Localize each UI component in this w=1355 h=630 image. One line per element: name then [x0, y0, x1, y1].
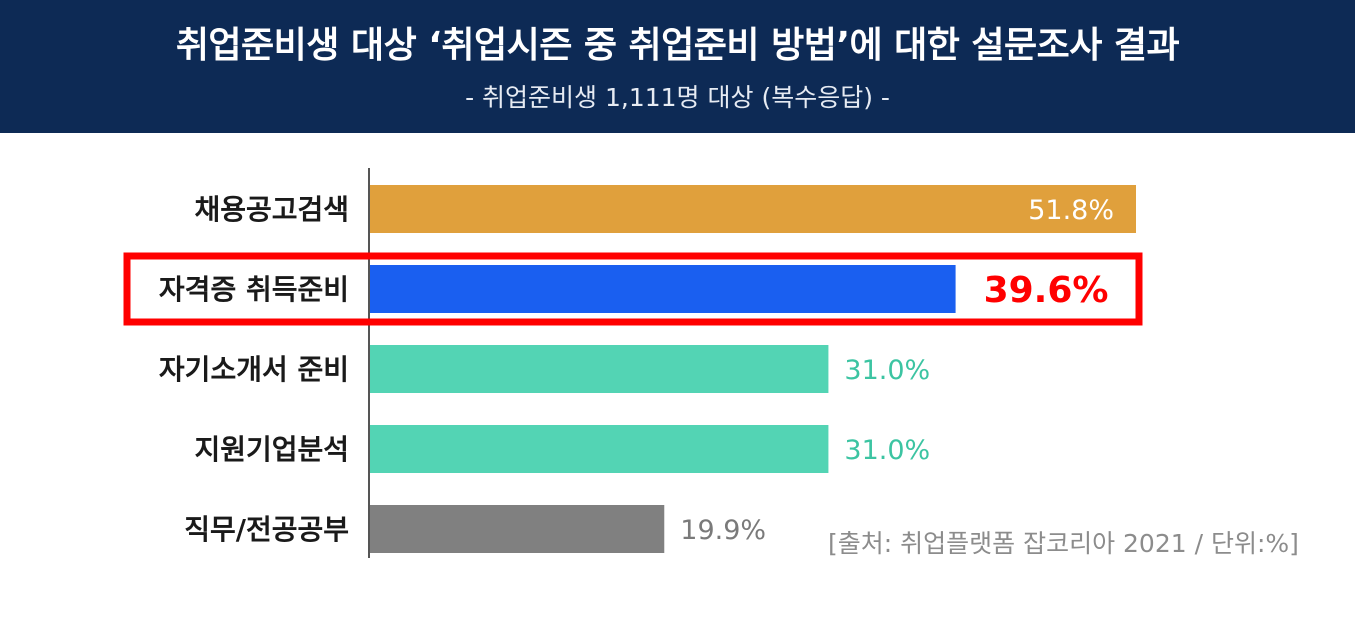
category-label: 자기소개서 준비 [159, 353, 349, 386]
category-label: 채용공고검색 [194, 193, 349, 226]
category-label: 지원기업분석 [194, 433, 349, 466]
highlight-box [123, 252, 1143, 326]
bar [370, 425, 829, 473]
chart-subtitle: - 취업준비생 1,111명 대상 (복수응답) - [465, 83, 890, 112]
category-label: 직무/전공공부 [184, 513, 349, 546]
value-label: 31.0% [844, 355, 930, 386]
bar [370, 345, 829, 393]
value-label: 39.6% [984, 270, 1109, 311]
bar [370, 505, 665, 553]
chart-title: 취업준비생 대상 ‘취업시즌 중 취업준비 방법’에 대한 설문조사 결과 [175, 25, 1180, 66]
value-label: 31.0% [844, 435, 930, 466]
value-label: 51.8% [1028, 195, 1114, 226]
bar [370, 185, 1136, 233]
value-label: 19.9% [680, 515, 766, 546]
category-label: 자격증 취득준비 [159, 273, 349, 306]
source-note: [출처: 취업플랫폼 잡코리아 2021 / 단위:%] [828, 529, 1299, 558]
bar [370, 265, 956, 313]
horizontal-bar-chart: 채용공고검색 51.8% 자격증 취득준비 39.6% 자기소개서 준비 31.0% 지원기… [123, 168, 1143, 558]
chart-header: 취업준비생 대상 ‘취업시즌 중 취업준비 방법’에 대한 설문조사 결과 - … [0, 0, 1355, 133]
